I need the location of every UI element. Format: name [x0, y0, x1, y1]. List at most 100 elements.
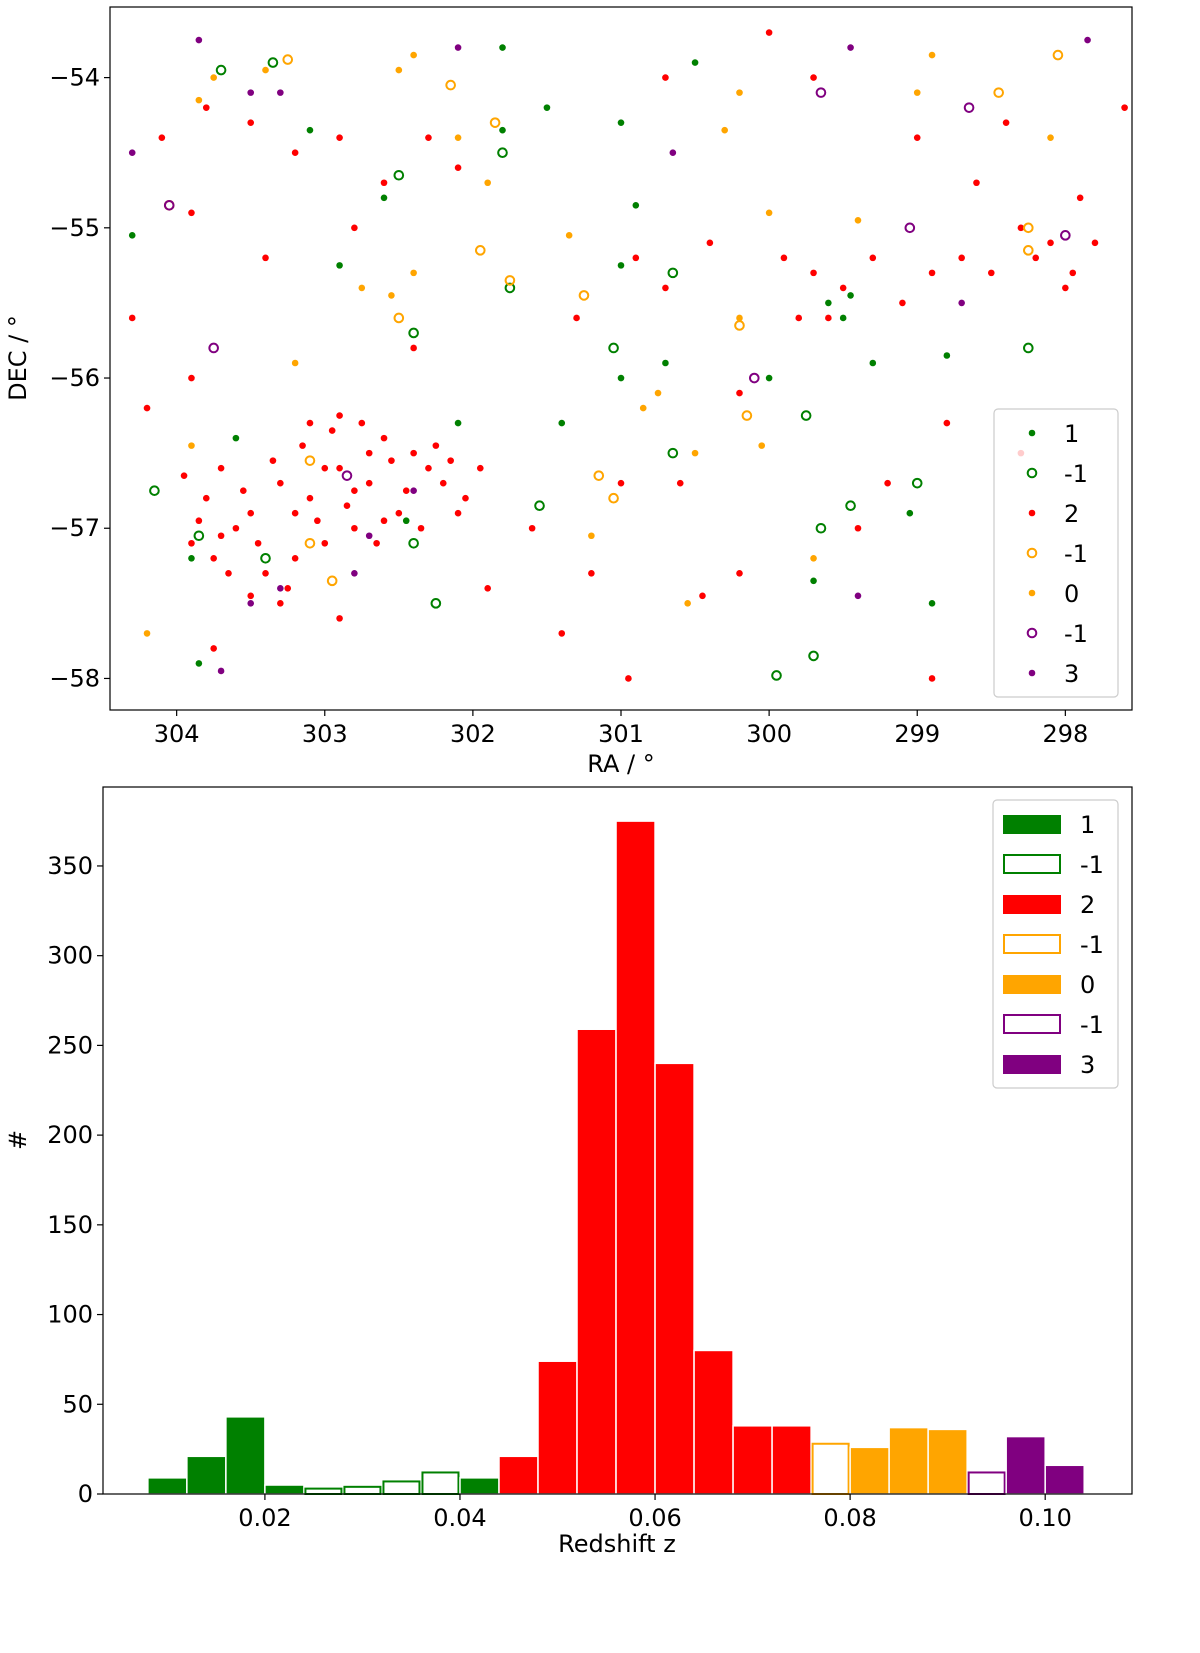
scatter-point-1	[393, 169, 405, 181]
scatter-point-0	[336, 262, 343, 269]
legend-marker-0	[1028, 429, 1036, 437]
scatter-point-2	[321, 539, 329, 547]
histogram-chart: 0.02 0.04 0.06 0.08 0.10 0 50 100 150 200 250 300 35…	[47, 786, 1133, 1532]
histogram-bar	[1044, 1464, 1085, 1495]
scatter-point-3	[578, 290, 590, 301]
scatter-point-2	[365, 479, 373, 487]
scatter-point-2	[973, 179, 980, 187]
scatter-point-4	[736, 89, 743, 96]
histogram-bar	[615, 820, 656, 1495]
scatter-point-1	[430, 598, 442, 609]
scatter-point-3	[445, 79, 456, 91]
scatter-point-2	[476, 464, 484, 472]
scatter-point-2	[202, 104, 210, 111]
x-tick-label: 0.04	[433, 1504, 486, 1532]
scatter-point-5	[1060, 230, 1071, 241]
scatter-point-2	[432, 442, 440, 449]
scatter-point-2	[380, 179, 388, 187]
scatter-point-0	[617, 119, 625, 126]
scatter-point-1	[667, 267, 679, 279]
scatter-point-3	[993, 87, 1004, 98]
scatter-point-4	[210, 74, 217, 81]
scatter-point-2	[247, 592, 255, 600]
scatter-point-5	[163, 199, 175, 211]
scatter-point-3	[504, 275, 516, 286]
legend-patch-4	[1003, 975, 1061, 994]
legend-marker-4	[1028, 589, 1036, 597]
scatter-point-2	[632, 254, 640, 262]
scatter-point-0	[765, 374, 773, 382]
scatter-point-2	[410, 344, 417, 352]
y-tick-label: 150	[47, 1211, 93, 1239]
scatter-point-4	[565, 232, 573, 239]
scatter-point-2	[425, 134, 432, 141]
scatter-point-0	[617, 262, 625, 269]
scatter-ylabel: DEC / °	[4, 315, 32, 401]
scatter-point-4	[913, 89, 921, 96]
scatter-point-2	[254, 539, 262, 547]
histogram-bar	[693, 1349, 734, 1495]
scatter-point-2	[987, 269, 995, 277]
scatter-point-4	[395, 66, 403, 74]
scatter-point-6	[277, 585, 284, 592]
legend-label: -1	[1080, 931, 1104, 959]
scatter-point-2	[884, 479, 891, 487]
scatter-point-0	[402, 517, 410, 525]
scatter-point-2	[617, 479, 625, 487]
histogram-bar	[888, 1426, 929, 1495]
scatter-point-2	[736, 570, 743, 577]
scatter-point-2	[240, 487, 247, 494]
scatter-point-2	[899, 299, 906, 307]
x-tick-label: 0.08	[823, 1504, 876, 1532]
scatter-point-1	[808, 650, 819, 662]
legend-patch-3	[1003, 934, 1061, 954]
scatter-point-2	[447, 457, 454, 464]
scatter-point-4	[188, 442, 195, 449]
scatter-point-2	[454, 164, 462, 172]
scatter-point-2	[188, 209, 195, 217]
scatter-point-6	[854, 592, 862, 600]
legend-label: 2	[1080, 891, 1095, 919]
scatter-point-1	[193, 530, 205, 542]
scatter-point-3	[489, 117, 501, 128]
scatter-point-4	[758, 442, 766, 449]
scatter-point-3	[304, 537, 316, 549]
scatter-point-2	[588, 570, 595, 577]
y-tick-label: 0	[78, 1480, 93, 1508]
scatter-point-2	[854, 524, 862, 532]
scatter-point-6	[195, 36, 203, 44]
scatter-point-3	[741, 410, 753, 421]
scatter-point-2	[202, 494, 210, 502]
x-tick-label: 0.06	[628, 1504, 681, 1532]
scatter-point-2	[321, 464, 329, 472]
histogram-bar	[1005, 1435, 1046, 1495]
legend-marker-2	[1028, 509, 1036, 517]
histogram-bar	[849, 1446, 890, 1495]
scatter-point-0	[847, 292, 854, 299]
scatter-point-3	[734, 320, 745, 331]
scatter-point-0	[543, 104, 551, 111]
scatter-point-2	[810, 269, 817, 277]
scatter-point-6	[454, 44, 462, 51]
x-tick-label: 303	[302, 720, 348, 748]
legend-label: 3	[1064, 660, 1079, 688]
scatter-point-2	[217, 464, 225, 472]
scatter-point-2	[417, 524, 425, 532]
legend-label: 2	[1064, 500, 1079, 528]
y-tick-label: −58	[49, 664, 100, 692]
legend-label: -1	[1064, 620, 1088, 648]
legend-label: -1	[1080, 1011, 1104, 1039]
scatter-point-2	[291, 554, 299, 562]
legend-patch-6	[1003, 1055, 1061, 1074]
scatter-point-2	[454, 509, 462, 517]
scatter-point-1	[815, 522, 827, 534]
histogram-bar	[264, 1484, 305, 1495]
scatter-point-2	[462, 494, 469, 502]
scatter-point-2	[336, 134, 343, 141]
scatter-point-2	[736, 389, 743, 397]
scatter-point-2	[284, 585, 292, 592]
scatter-point-0	[906, 509, 914, 517]
scatter-point-2	[180, 472, 188, 479]
scatter-point-0	[195, 660, 203, 667]
scatter-point-2	[373, 539, 380, 547]
